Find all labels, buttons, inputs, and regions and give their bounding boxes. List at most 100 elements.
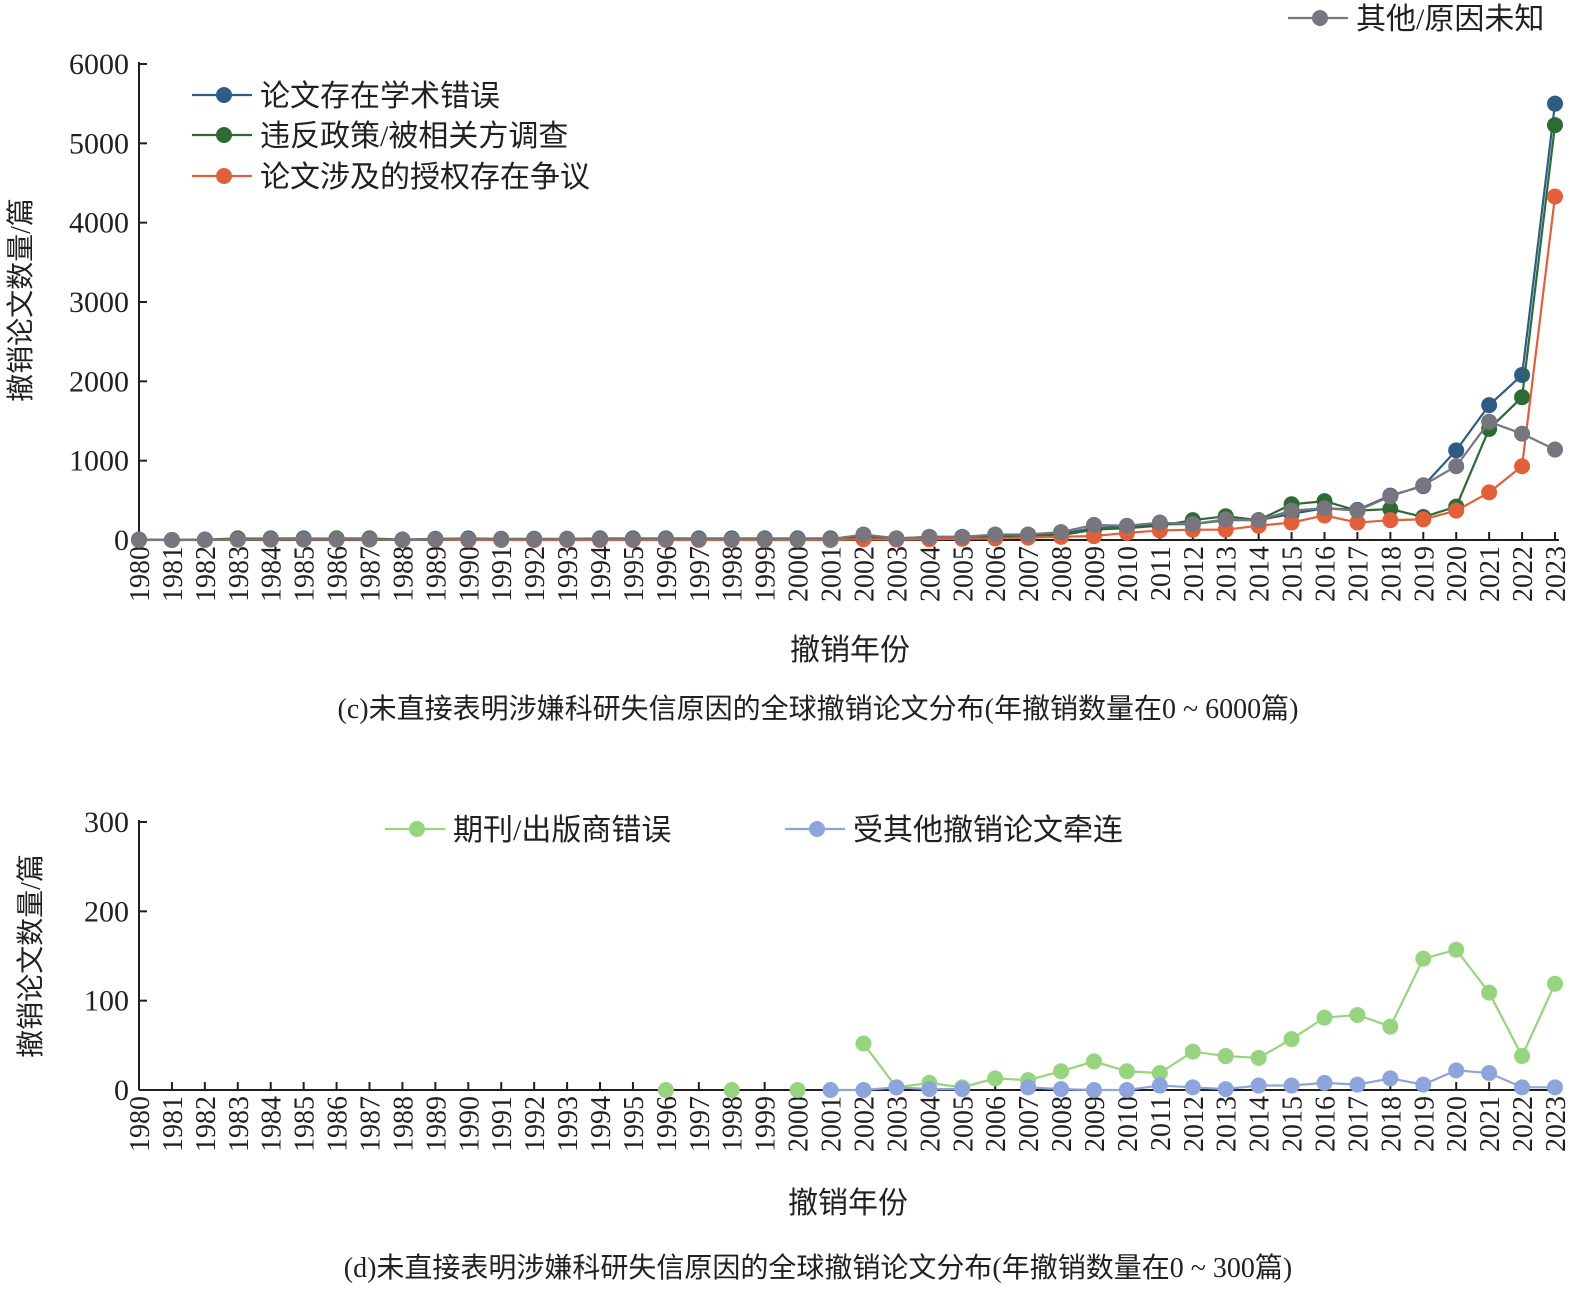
data-point — [1514, 366, 1531, 383]
x-tick-label: 1990 — [454, 546, 485, 602]
data-point — [1217, 511, 1234, 528]
x-tick-label: 2001 — [817, 1096, 848, 1152]
legend-marker — [216, 168, 232, 184]
legend-label: 论文涉及的授权存在争议 — [260, 161, 590, 194]
chart-d-caption: (d)未直接表明涉嫌科研失信原因的全球撤销论文分布(年撤销数量在0 ~ 300篇… — [344, 1252, 1292, 1284]
data-point — [855, 1082, 872, 1098]
y-tick-label: 300 — [84, 806, 129, 839]
data-point — [460, 531, 477, 548]
x-tick-label: 2007 — [1014, 546, 1045, 602]
data-point — [1481, 413, 1498, 430]
y-tick-label: 2000 — [69, 365, 129, 398]
x-tick-label: 2022 — [1508, 546, 1539, 602]
data-point — [987, 526, 1004, 543]
x-tick-label: 1994 — [586, 1096, 617, 1152]
x-tick-label: 1997 — [685, 546, 716, 602]
data-point — [1514, 389, 1531, 406]
data-point — [1547, 117, 1563, 134]
x-tick-label: 2009 — [1080, 1096, 1111, 1152]
data-point — [1448, 442, 1465, 459]
series-2 — [131, 188, 1563, 548]
data-point — [1184, 1079, 1201, 1096]
data-point — [888, 1079, 905, 1096]
chart-d-ylabel: 撤销论文数量/篇 — [15, 854, 47, 1058]
x-tick-label: 2023 — [1541, 546, 1572, 602]
x-tick-label: 2010 — [1113, 1096, 1144, 1152]
data-point — [1547, 1079, 1563, 1096]
x-tick-label: 2012 — [1179, 1096, 1210, 1152]
data-point — [1481, 484, 1498, 501]
data-point — [690, 531, 707, 548]
y-tick-label: 1000 — [69, 445, 129, 478]
x-tick-label: 1982 — [191, 546, 222, 602]
x-tick-label: 1991 — [487, 1096, 518, 1152]
legend-marker — [1312, 10, 1328, 26]
data-point — [1151, 1077, 1168, 1094]
x-tick-label: 2020 — [1442, 546, 1473, 602]
x-tick-label: 1987 — [356, 1096, 387, 1152]
data-point — [1547, 188, 1563, 205]
series-3 — [131, 413, 1563, 548]
data-point — [1514, 458, 1531, 475]
x-tick-label: 1988 — [388, 546, 419, 602]
data-point — [1217, 1048, 1234, 1065]
x-tick-label: 1980 — [125, 1096, 156, 1152]
x-tick-label: 2019 — [1409, 1096, 1440, 1152]
x-tick-label: 2001 — [817, 546, 848, 602]
data-point — [624, 531, 641, 548]
x-tick-label: 1985 — [290, 1096, 321, 1152]
data-point — [921, 528, 938, 545]
series-line — [138, 420, 1556, 542]
data-point — [1085, 516, 1102, 533]
data-point — [493, 531, 510, 548]
data-point — [1316, 1009, 1333, 1026]
data-point — [1283, 1077, 1300, 1094]
data-point — [427, 531, 444, 548]
data-point — [394, 532, 411, 548]
x-tick-label: 2004 — [915, 1096, 946, 1152]
data-point — [1481, 397, 1498, 414]
data-point — [1382, 1018, 1399, 1035]
data-point — [888, 530, 905, 547]
x-tick-label: 1991 — [487, 546, 518, 602]
data-point — [1349, 1076, 1366, 1093]
x-tick-label: 1980 — [125, 546, 156, 602]
data-point — [1118, 1082, 1135, 1098]
data-point — [1151, 514, 1168, 531]
y-tick-label: 100 — [84, 985, 129, 1018]
data-point — [1349, 1006, 1366, 1023]
data-point — [1151, 1065, 1168, 1082]
x-tick-label: 2021 — [1475, 546, 1506, 602]
data-point — [1481, 984, 1498, 1001]
data-point — [1448, 1062, 1465, 1079]
series-1 — [822, 1062, 1563, 1098]
data-point — [1020, 526, 1037, 543]
legend-marker — [216, 87, 232, 103]
x-tick-label: 1983 — [224, 546, 255, 602]
x-tick-label: 2022 — [1508, 1096, 1539, 1152]
x-tick-label: 1986 — [323, 546, 354, 602]
data-point — [1415, 477, 1432, 494]
x-tick-label: 1985 — [290, 546, 321, 602]
x-tick-label: 2018 — [1376, 1096, 1407, 1152]
x-tick-label: 1990 — [454, 1096, 485, 1152]
x-tick-label: 2002 — [849, 1096, 880, 1152]
legend-label: 其他/原因未知 — [1356, 3, 1544, 36]
x-tick-label: 2019 — [1409, 546, 1440, 602]
data-point — [559, 531, 576, 548]
x-tick-label: 2000 — [784, 546, 815, 602]
data-point — [954, 1081, 971, 1098]
data-point — [1020, 1079, 1037, 1096]
legend-label: 受其他撤销论文牵连 — [853, 814, 1123, 847]
x-tick-label: 2011 — [1146, 546, 1177, 601]
x-tick-label: 2002 — [849, 546, 880, 602]
legend-label: 论文存在学术错误 — [260, 80, 500, 113]
data-point — [1547, 975, 1563, 992]
legend-marker — [809, 821, 825, 837]
x-tick-label: 2013 — [1212, 1096, 1243, 1152]
x-tick-label: 2008 — [1047, 1096, 1078, 1152]
data-point — [1349, 514, 1366, 531]
data-point — [1415, 1076, 1432, 1093]
